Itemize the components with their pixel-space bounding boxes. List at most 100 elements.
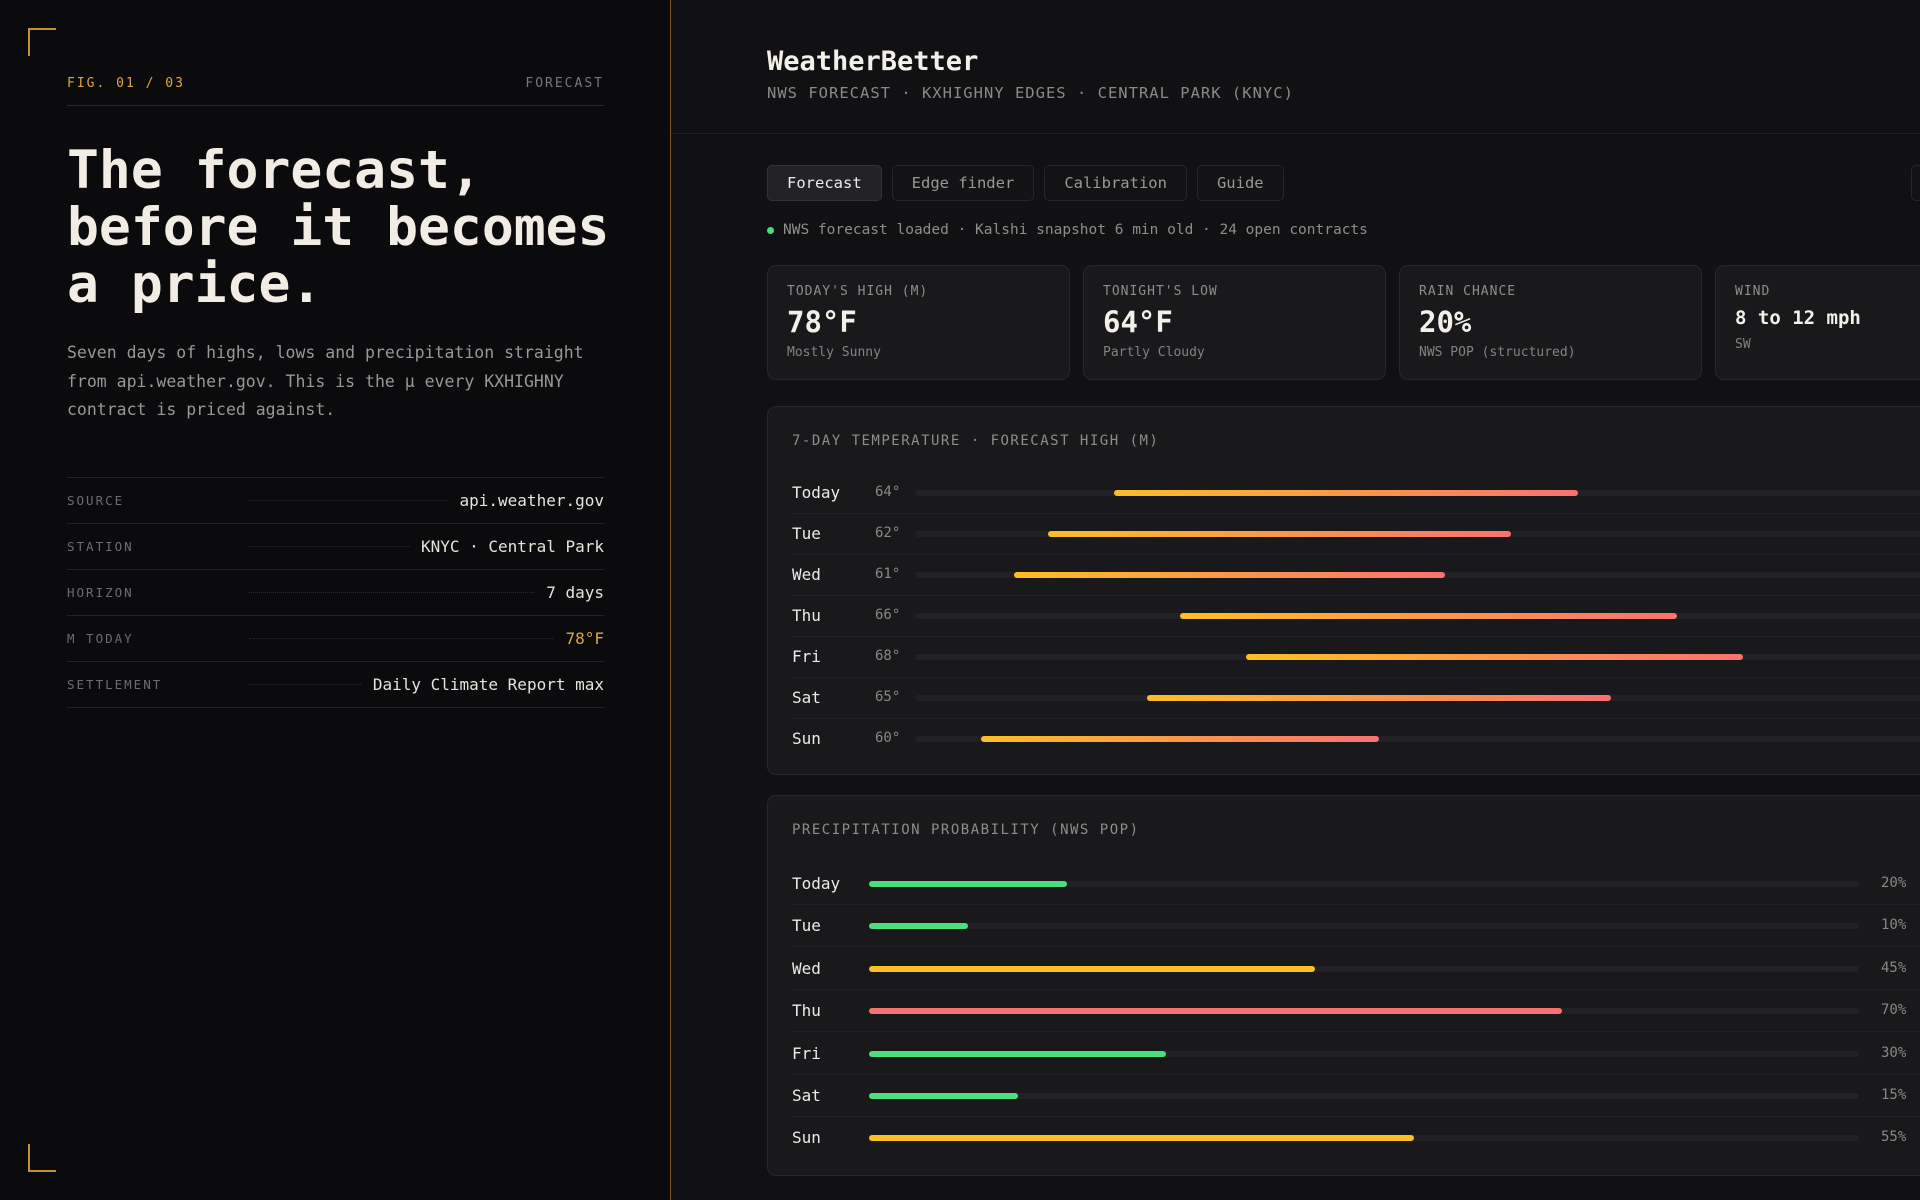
precip-track [869, 881, 1859, 887]
tab-guide[interactable]: Guide [1196, 165, 1284, 201]
card-note: Mostly Sunny [787, 345, 881, 360]
card-todays-high: TODAY'S HIGH (M) 78°F Mostly Sunny [767, 265, 1070, 380]
temp-range-bar [1047, 531, 1512, 537]
toolbar-button-partial[interactable] [1911, 165, 1920, 201]
precipitation-chart-title: PRECIPITATION PROBABILITY (NWS POP) [792, 822, 1140, 838]
precip-row: Today 20% [792, 864, 1920, 905]
temp-row: Sat 65° [792, 678, 1920, 719]
temp-range-bar [1146, 695, 1611, 701]
precip-track [869, 923, 1859, 930]
card-value: 64°F [1103, 305, 1173, 339]
precip-percent-label: 20% [1881, 875, 1907, 891]
precip-track [869, 1008, 1859, 1015]
precipitation-chart-panel: PRECIPITATION PROBABILITY (NWS POP) Toda… [767, 795, 1920, 1176]
temp-track [915, 490, 1920, 496]
precip-bar [869, 923, 968, 930]
card-label: RAIN CHANCE [1419, 284, 1517, 299]
precip-bar [869, 1093, 1018, 1099]
meta-row-source: SOURCE api.weather.gov [67, 478, 604, 524]
status-dot-icon [767, 226, 774, 234]
tab-bar: Forecast Edge finder Calibration Guide [767, 165, 1284, 201]
meta-key: SETTLEMENT [67, 677, 163, 692]
card-note: Partly Cloudy [1103, 345, 1205, 360]
meta-leader [249, 546, 409, 547]
low-temp-label: 65° [875, 689, 901, 705]
meta-row-horizon: HORIZON 7 days [67, 570, 604, 616]
meta-leader [249, 592, 535, 593]
temp-track [915, 531, 1920, 537]
temp-range-bar [1246, 654, 1744, 660]
day-label: Sun [792, 1128, 821, 1148]
precip-track [869, 965, 1859, 972]
meta-value: 78°F [565, 629, 604, 648]
precip-percent-label: 55% [1881, 1129, 1907, 1146]
day-label: Fri [792, 647, 821, 666]
tab-edge-finder[interactable]: Edge finder [891, 165, 1035, 201]
card-note: NWS POP (structured) [1419, 345, 1576, 360]
app-subtitle: NWS FORECAST · KXHIGHNY EDGES · CENTRAL … [767, 84, 1294, 102]
temp-range-bar [1113, 490, 1578, 496]
day-label: Today [792, 874, 841, 893]
tab-forecast[interactable]: Forecast [767, 165, 882, 201]
summary-cards: TODAY'S HIGH (M) 78°F Mostly Sunny TONIG… [767, 265, 1920, 380]
figure-label: FIG. 01 / 03 [67, 76, 185, 91]
precip-row: Sun 55% [792, 1118, 1920, 1158]
temp-row: Tue 62° [792, 514, 1920, 555]
meta-value: api.weather.gov [459, 491, 605, 510]
day-label: Fri [792, 1043, 821, 1063]
lede-text: Seven days of highs, lows and precipitat… [67, 343, 584, 419]
meta-key: SOURCE [67, 493, 125, 508]
low-temp-label: 66° [875, 607, 901, 623]
meta-leader [249, 684, 361, 685]
precip-bar [869, 881, 1067, 887]
precip-row: Thu 70% [792, 991, 1920, 1033]
status-text: NWS forecast loaded · Kalshi snapshot 6 … [783, 222, 1368, 238]
day-label: Thu [792, 606, 821, 625]
meta-row-m-today: M TODAY 78°F [67, 616, 604, 662]
meta-leader [249, 500, 448, 501]
meta-key: M TODAY [67, 631, 134, 646]
low-temp-label: 68° [875, 648, 901, 664]
low-temp-label: 60° [875, 730, 901, 746]
low-temp-label: 62° [875, 525, 901, 541]
temp-row: Wed 61° [792, 555, 1920, 596]
temp-track [915, 695, 1920, 701]
headline: The forecast, before it becomes a price. [67, 140, 610, 315]
precip-percent-label: 70% [1881, 1002, 1907, 1019]
temp-row: Sun 60° [792, 719, 1920, 759]
card-rain-chance: RAIN CHANCE 20% NWS POP (structured) [1399, 265, 1702, 380]
precip-percent-label: 30% [1881, 1044, 1907, 1061]
temp-range-bar [1180, 613, 1677, 619]
figure-header: FIG. 01 / 03 FORECAST [67, 76, 604, 106]
day-label: Tue [792, 524, 821, 543]
temperature-chart-panel: 7-DAY TEMPERATURE · FORECAST HIGH (M) To… [767, 406, 1920, 775]
temp-range-bar [1014, 572, 1445, 578]
temp-row: Thu 66° [792, 596, 1920, 637]
day-label: Wed [792, 958, 821, 978]
temp-row: Today 64° [792, 473, 1920, 514]
card-value: 20% [1419, 305, 1472, 339]
precip-bar [869, 1135, 1414, 1142]
meta-value: Daily Climate Report max [372, 675, 604, 694]
card-label: WIND [1735, 284, 1771, 299]
card-note: SW [1735, 337, 1751, 352]
app-header: WeatherBetter NWS FORECAST · KXHIGHNY ED… [671, 0, 1920, 134]
precip-percent-label: 10% [1881, 917, 1907, 934]
precip-row: Wed 45% [792, 949, 1920, 990]
meta-value: KNYC · Central Park [420, 537, 604, 556]
corner-bracket-top [28, 28, 56, 56]
tab-calibration[interactable]: Calibration [1044, 165, 1187, 201]
card-label: TONIGHT'S LOW [1103, 284, 1218, 299]
card-label: TODAY'S HIGH (M) [787, 284, 929, 299]
temp-track [915, 654, 1920, 660]
temp-range-bar [981, 736, 1379, 742]
day-label: Sun [792, 729, 821, 748]
temp-track [915, 613, 1920, 619]
meta-list: SOURCE api.weather.gov STATION KNYC · Ce… [67, 477, 604, 708]
precip-percent-label: 45% [1881, 959, 1907, 976]
precip-percent-label: 15% [1881, 1087, 1907, 1103]
meta-row-settlement: SETTLEMENT Daily Climate Report max [67, 662, 604, 708]
card-wind: WIND 8 to 12 mph SW [1715, 265, 1920, 380]
intro-panel: FIG. 01 / 03 FORECAST The forecast, befo… [0, 0, 671, 1200]
day-label: Sat [792, 1086, 821, 1105]
